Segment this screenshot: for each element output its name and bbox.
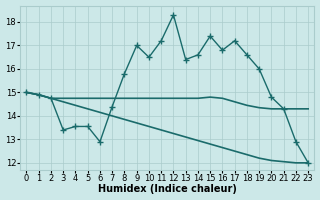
X-axis label: Humidex (Indice chaleur): Humidex (Indice chaleur) xyxy=(98,184,237,194)
